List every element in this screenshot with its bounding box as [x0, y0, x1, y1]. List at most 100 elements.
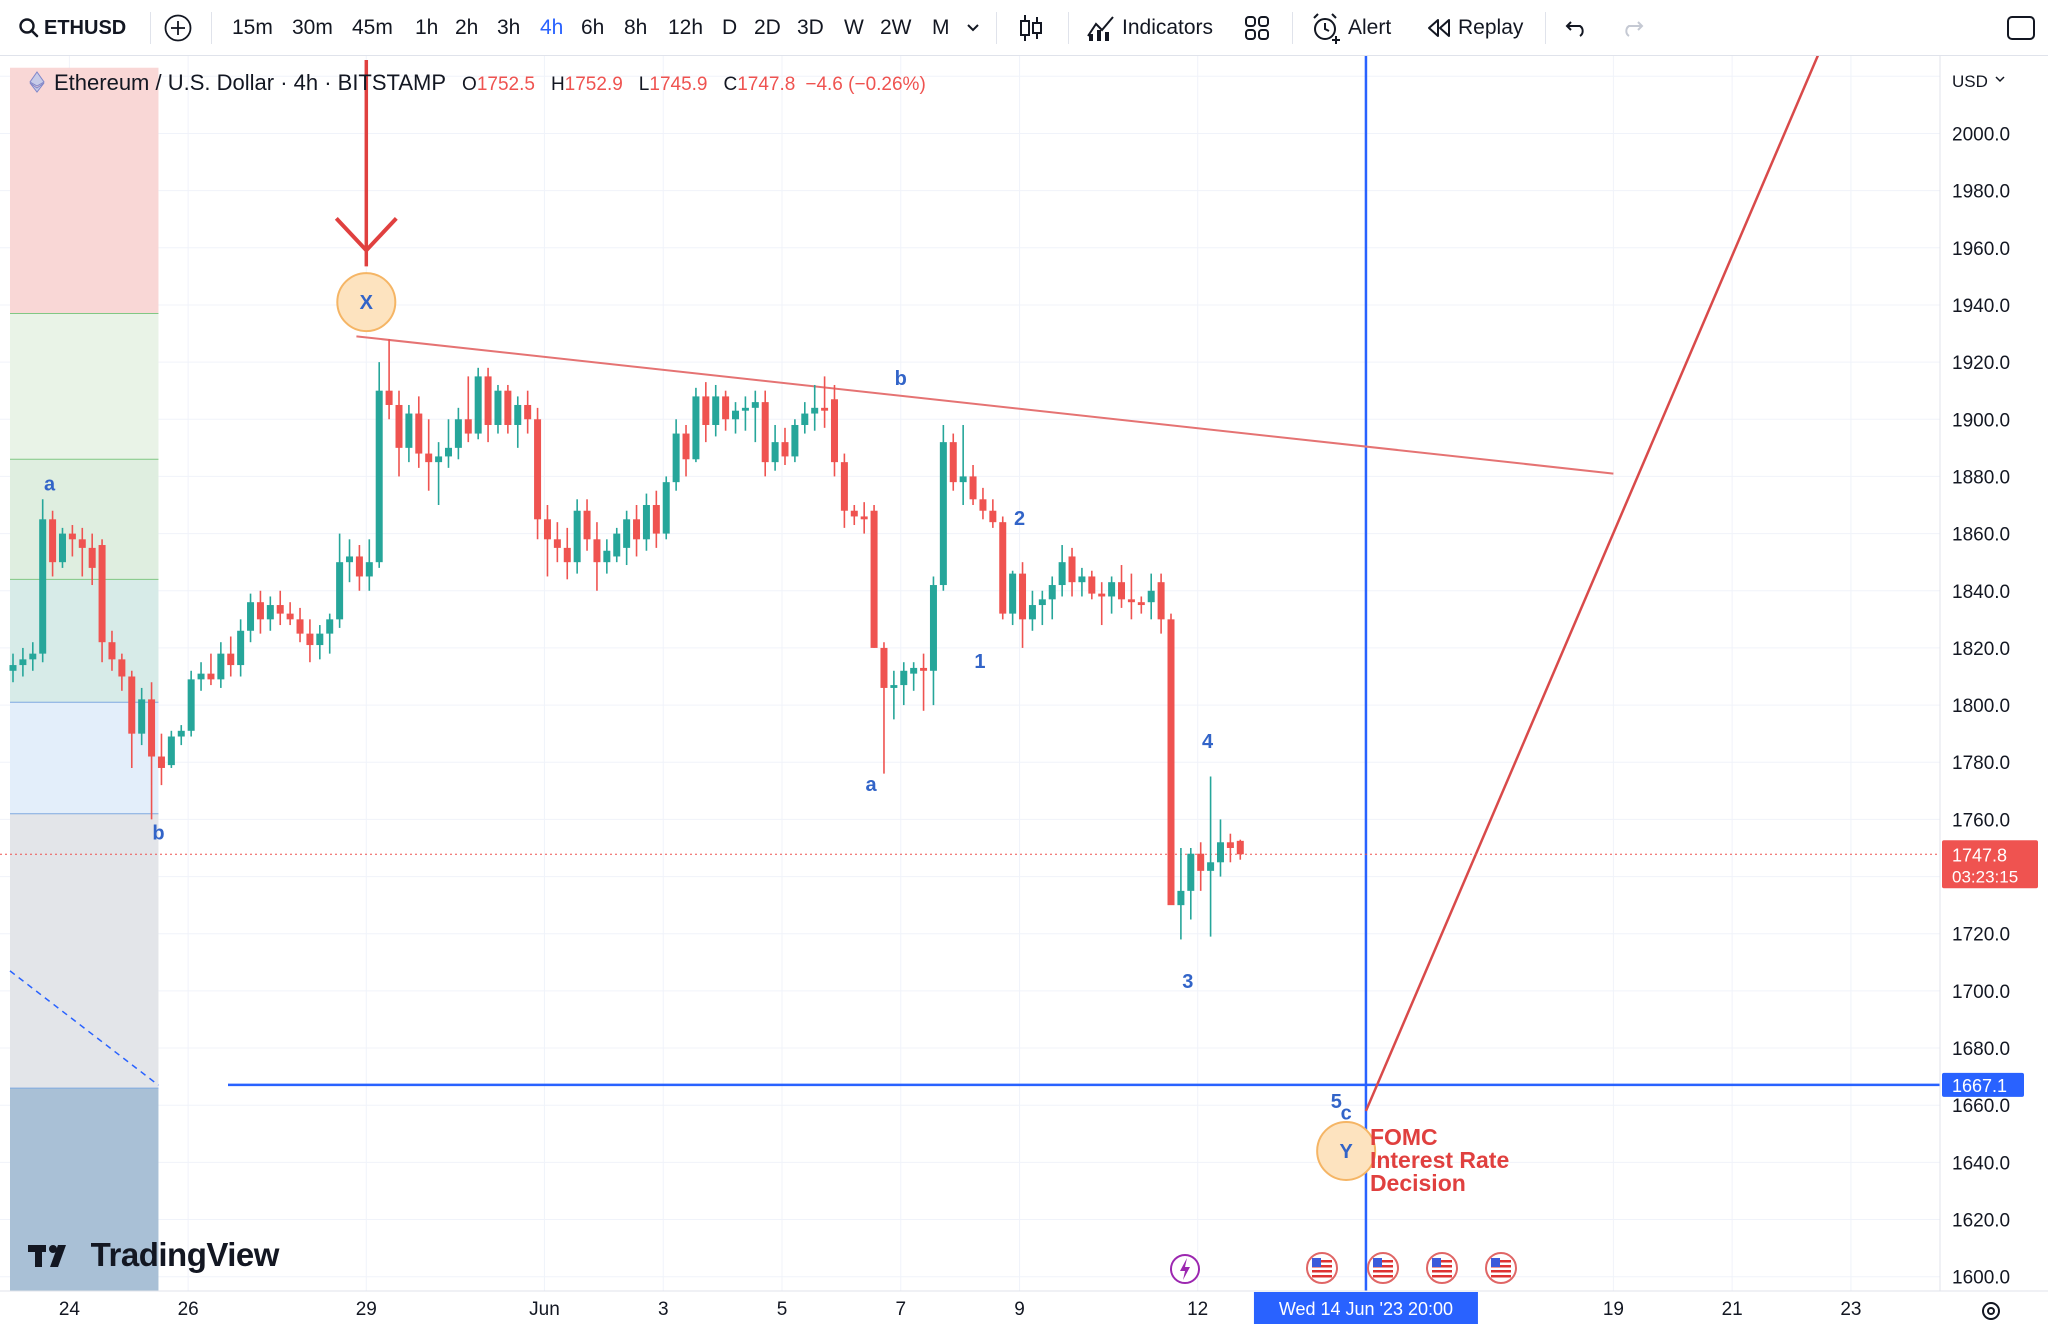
wave-label: a: [866, 774, 878, 796]
price-tick-label: 2000.0: [1952, 124, 2010, 145]
alarm-clock-icon: [1313, 13, 1340, 45]
alert-button[interactable]: Alert: [1310, 0, 1391, 56]
price-tick-label: 1700.0: [1952, 982, 2010, 1003]
candle-body: [1019, 573, 1027, 620]
event-icon-stripe: [1312, 1270, 1332, 1273]
candle-body: [266, 605, 274, 620]
price-tick-label: 1760.0: [1952, 810, 2010, 831]
interval-2d[interactable]: 2D: [754, 16, 781, 39]
candle-body: [613, 533, 621, 557]
interval-15m[interactable]: 15m: [232, 16, 273, 39]
time-tick-label: 24: [59, 1299, 81, 1320]
candle-body: [435, 456, 443, 463]
candle-body: [454, 419, 462, 448]
candle-body: [425, 453, 433, 463]
chart-type-button[interactable]: [1018, 0, 1044, 56]
wave-label: a: [44, 474, 56, 496]
candle-body: [741, 407, 749, 411]
candle-body: [801, 413, 809, 425]
event-icon-canton: [1491, 1258, 1500, 1267]
plus-circle-icon: [164, 15, 192, 42]
us-flag-event-icon: [1426, 1252, 1458, 1284]
last-price-badge: [1942, 840, 2038, 889]
wave-label: 4: [1202, 731, 1214, 753]
symbol-search[interactable]: ETHUSD: [18, 0, 126, 56]
position-zone: [10, 579, 159, 703]
candle-body: [128, 676, 136, 734]
candle-body: [692, 396, 700, 460]
lightning-event-icon: [1170, 1254, 1200, 1284]
interval-w[interactable]: W: [844, 16, 864, 39]
candle-body: [276, 605, 284, 614]
event-icon-stripe: [1491, 1260, 1511, 1263]
interval-2h[interactable]: 2h: [455, 16, 479, 39]
candle-body: [237, 630, 245, 666]
interval-m[interactable]: M: [932, 16, 950, 39]
candle-body: [395, 404, 403, 448]
ethereum-icon: [29, 71, 45, 93]
position-zone: [10, 459, 159, 580]
candle-body: [830, 399, 838, 463]
wave-label: 3: [1182, 971, 1193, 993]
candle-body: [1127, 599, 1135, 603]
candle-body: [98, 545, 106, 643]
event-icon-stripe: [1432, 1275, 1452, 1278]
candle-body: [217, 653, 225, 680]
indicators-button[interactable]: Indicators: [1086, 0, 1213, 56]
candle-body: [504, 390, 512, 425]
candle-body: [1147, 590, 1155, 603]
interval-8h[interactable]: 8h: [624, 16, 648, 39]
candle-body: [771, 442, 779, 463]
candle-body: [296, 619, 304, 634]
interval-6h[interactable]: 6h: [581, 16, 605, 39]
candle-body: [78, 539, 86, 548]
event-icon-stripe: [1373, 1270, 1393, 1273]
candle-body: [850, 510, 858, 517]
candle-body: [989, 510, 997, 523]
candle-body: [543, 519, 551, 540]
candle-body: [1187, 853, 1195, 891]
event-icon-stripe: [1491, 1270, 1511, 1273]
candle-body: [385, 390, 393, 405]
interval-12h[interactable]: 12h: [668, 16, 704, 39]
candle-body: [494, 390, 502, 425]
candle-body: [534, 419, 542, 520]
candle-body: [583, 510, 591, 540]
fullscreen-button[interactable]: [2006, 0, 2036, 56]
legend-title: Ethereum / U.S. Dollar · 4h · BITSTAMP: [54, 70, 447, 95]
interval-d[interactable]: D: [722, 16, 738, 39]
compare-symbol-button[interactable]: [163, 0, 193, 56]
candle-body: [751, 402, 759, 408]
replay-button[interactable]: Replay: [1426, 0, 1523, 56]
countdown-label: 03:23:15: [1952, 867, 2018, 886]
indicators-label: Indicators: [1122, 16, 1214, 39]
layouts-button[interactable]: [1243, 0, 1271, 56]
redo-button[interactable]: [1620, 0, 1644, 56]
candle-body: [88, 547, 96, 568]
interval-2w[interactable]: 2W: [880, 16, 912, 39]
candle-body: [1236, 840, 1244, 855]
candle-body: [9, 665, 17, 671]
interval-4h[interactable]: 4h: [540, 16, 564, 39]
time-tick-label: 9: [1014, 1299, 1025, 1320]
event-icon-stripe: [1312, 1265, 1332, 1268]
candle-body: [68, 533, 76, 540]
candle-body: [593, 539, 601, 563]
interval-3h[interactable]: 3h: [497, 16, 521, 39]
interval-1h[interactable]: 1h: [415, 16, 439, 39]
interval-45m[interactable]: 45m: [352, 16, 393, 39]
candle-body: [702, 396, 710, 425]
crosshair-time-badge: [1253, 1292, 1478, 1324]
interval-dropdown[interactable]: [966, 0, 980, 56]
wave-circle-y: [1316, 1120, 1377, 1181]
candle-body: [1058, 562, 1066, 586]
position-zone: [10, 313, 159, 460]
event-icon-canton: [1312, 1258, 1321, 1267]
candle-body: [642, 505, 650, 540]
undo-button[interactable]: [1565, 0, 1589, 56]
candle-body: [969, 476, 977, 500]
interval-3d[interactable]: 3D: [797, 16, 824, 39]
candle-body: [138, 699, 146, 734]
interval-30m[interactable]: 30m: [292, 16, 333, 39]
